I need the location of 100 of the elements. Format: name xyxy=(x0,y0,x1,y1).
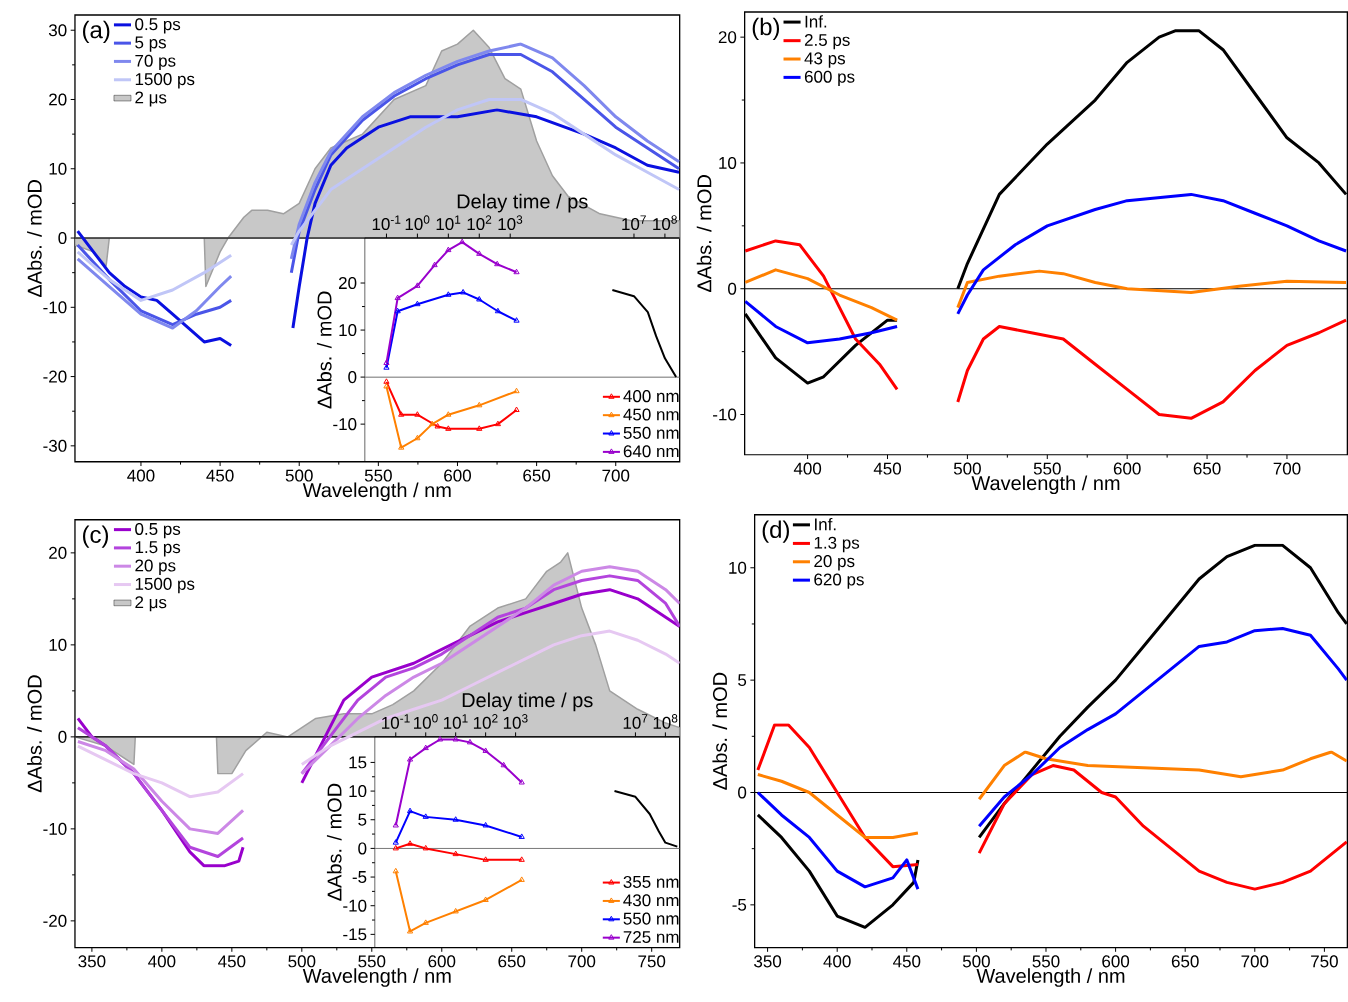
x-tick-label: 10$^{0}$ xyxy=(414,714,438,730)
y-tick-label: -30 xyxy=(43,440,67,453)
y-axis-title: ΔAbs. / mOD xyxy=(326,784,342,901)
y-tick-label: 15 xyxy=(349,756,367,769)
y-tick-label: -10 xyxy=(333,418,357,431)
x-tick-label: 750 xyxy=(1311,955,1338,968)
x-tick-label: 500 xyxy=(962,955,990,968)
y-tick-label: 0 xyxy=(738,786,747,799)
x-tick-label: 500 xyxy=(288,955,316,968)
x-tick-label: 10$^{3}$ xyxy=(498,215,523,231)
x-tick-label: 10$^{-1}$ xyxy=(382,714,410,730)
y-axis-title: ΔAbs. / mOD xyxy=(27,180,42,298)
x-tick-label: 350 xyxy=(78,955,106,968)
chart-title: (a) xyxy=(83,20,110,44)
legend-label: 20 ps xyxy=(814,555,855,571)
legend-label: 640 nm xyxy=(623,445,679,458)
x-tick-label: 650 xyxy=(523,469,551,482)
x-tick-label: 700 xyxy=(568,955,596,968)
x-tick-label: 500 xyxy=(285,469,313,482)
x-tick-label: 700 xyxy=(1241,955,1269,968)
y-tick-label: 30 xyxy=(48,24,67,37)
y-tick-label: 10 xyxy=(349,785,367,798)
x-tick-label: 650 xyxy=(498,955,526,968)
x-tick-label: 550 xyxy=(364,469,392,482)
legend-label: Inf. xyxy=(815,518,836,531)
chart-title: (c) xyxy=(83,525,109,548)
legend-label: 400 nm xyxy=(623,390,679,403)
legend-label: 2 μs xyxy=(135,596,167,612)
y-tick-label: -10 xyxy=(43,823,67,836)
y-axis-title: ΔAbs. / mOD xyxy=(696,175,712,293)
y-axis-title: ΔAbs. / mOD xyxy=(27,675,42,793)
x-tick-label: 500 xyxy=(953,462,981,475)
x-tick-label: 10$^{8}$ xyxy=(653,714,678,730)
x-tick-label: 750 xyxy=(638,955,666,968)
x-tick-label: 10$^{2}$ xyxy=(473,714,498,730)
x-tick-label: 600 xyxy=(428,955,456,968)
legend-label: 600 ps xyxy=(804,70,855,87)
legend-label: 0.5 ps xyxy=(135,523,181,539)
y-tick-label: 0 xyxy=(348,371,357,384)
x-tick-label: 400 xyxy=(148,955,176,968)
legend-label: 2 μs xyxy=(135,91,167,107)
chart-title: (d) xyxy=(762,520,789,544)
y-axis-title: ΔAbs. / mOD xyxy=(712,673,728,791)
x-tick-label: 10$^{7}$ xyxy=(623,714,648,730)
y-tick-label: 5 xyxy=(738,674,747,687)
x-tick-label: 400 xyxy=(127,469,155,482)
y-tick-label: -10 xyxy=(713,408,737,421)
x-tick-label: 10$^{7}$ xyxy=(622,215,646,231)
x-tick-label: 450 xyxy=(873,462,902,475)
y-tick-label: 0 xyxy=(58,232,67,245)
y-tick-label: 10 xyxy=(729,562,747,575)
legend-label: 550 nm xyxy=(623,427,679,440)
y-tick-label: 20 xyxy=(49,547,67,560)
y-tick-label: 10 xyxy=(339,324,357,337)
x-tick-label: 600 xyxy=(1102,955,1130,968)
y-tick-label: -5 xyxy=(732,899,747,912)
x-tick-label: 450 xyxy=(893,955,921,968)
y-axis-title: ΔAbs. / mOD xyxy=(316,291,332,409)
y-tick-label: 5 xyxy=(358,814,367,826)
x-axis-title: Wavelength / nm xyxy=(302,482,451,502)
x-tick-label: 600 xyxy=(444,469,471,482)
legend-label: 1500 ps xyxy=(135,578,195,594)
legend-label: Inf. xyxy=(805,15,827,28)
legend-label: 1.3 ps xyxy=(814,536,860,553)
y-tick-label: 0 xyxy=(358,842,367,855)
x-tick-label: 450 xyxy=(218,955,246,968)
legend-label: 550 nm xyxy=(623,912,679,925)
x-tick-label: 10$^{1}$ xyxy=(436,215,461,231)
x-tick-label: 10$^{0}$ xyxy=(405,215,430,231)
y-tick-label: -5 xyxy=(352,871,367,884)
legend-label: 0.5 ps xyxy=(135,18,181,34)
x-tick-label: 700 xyxy=(1273,462,1301,475)
chart-title: (b) xyxy=(752,17,780,41)
x-tick-label: 550 xyxy=(1032,955,1060,968)
y-tick-label: 10 xyxy=(49,162,67,176)
y-tick-label: -10 xyxy=(43,301,67,314)
x-axis-title: Wavelength / nm xyxy=(302,968,451,988)
legend-label: 20 ps xyxy=(135,559,176,576)
y-tick-label: 0 xyxy=(58,731,67,744)
x-tick-label: 700 xyxy=(602,469,630,482)
x-tick-label: 10$^{3}$ xyxy=(503,714,528,730)
x-tick-label: 650 xyxy=(1171,955,1199,968)
x-tick-label: 10$^{1}$ xyxy=(443,714,468,730)
x-tick-label: 650 xyxy=(1193,462,1221,475)
x-axis-title: Delay time / ps xyxy=(462,692,593,712)
legend-label: 2.5 ps xyxy=(804,34,850,50)
legend-label: 725 nm xyxy=(623,931,679,944)
x-axis-title: Wavelength / nm xyxy=(971,475,1120,495)
y-tick-label: 20 xyxy=(718,31,737,44)
y-tick-label: 10 xyxy=(49,639,67,652)
x-axis-title: Wavelength / nm xyxy=(976,968,1125,988)
y-tick-label: -15 xyxy=(343,928,367,941)
y-tick-label: -10 xyxy=(343,899,367,912)
legend-label: 43 ps xyxy=(804,52,846,68)
y-tick-label: 20 xyxy=(339,277,357,290)
x-tick-label: 400 xyxy=(793,462,822,475)
x-tick-label: 350 xyxy=(754,955,782,968)
x-tick-label: 10$^{-1}$ xyxy=(372,215,401,231)
y-tick-label: 0 xyxy=(728,282,737,295)
y-tick-label: -20 xyxy=(43,370,67,383)
